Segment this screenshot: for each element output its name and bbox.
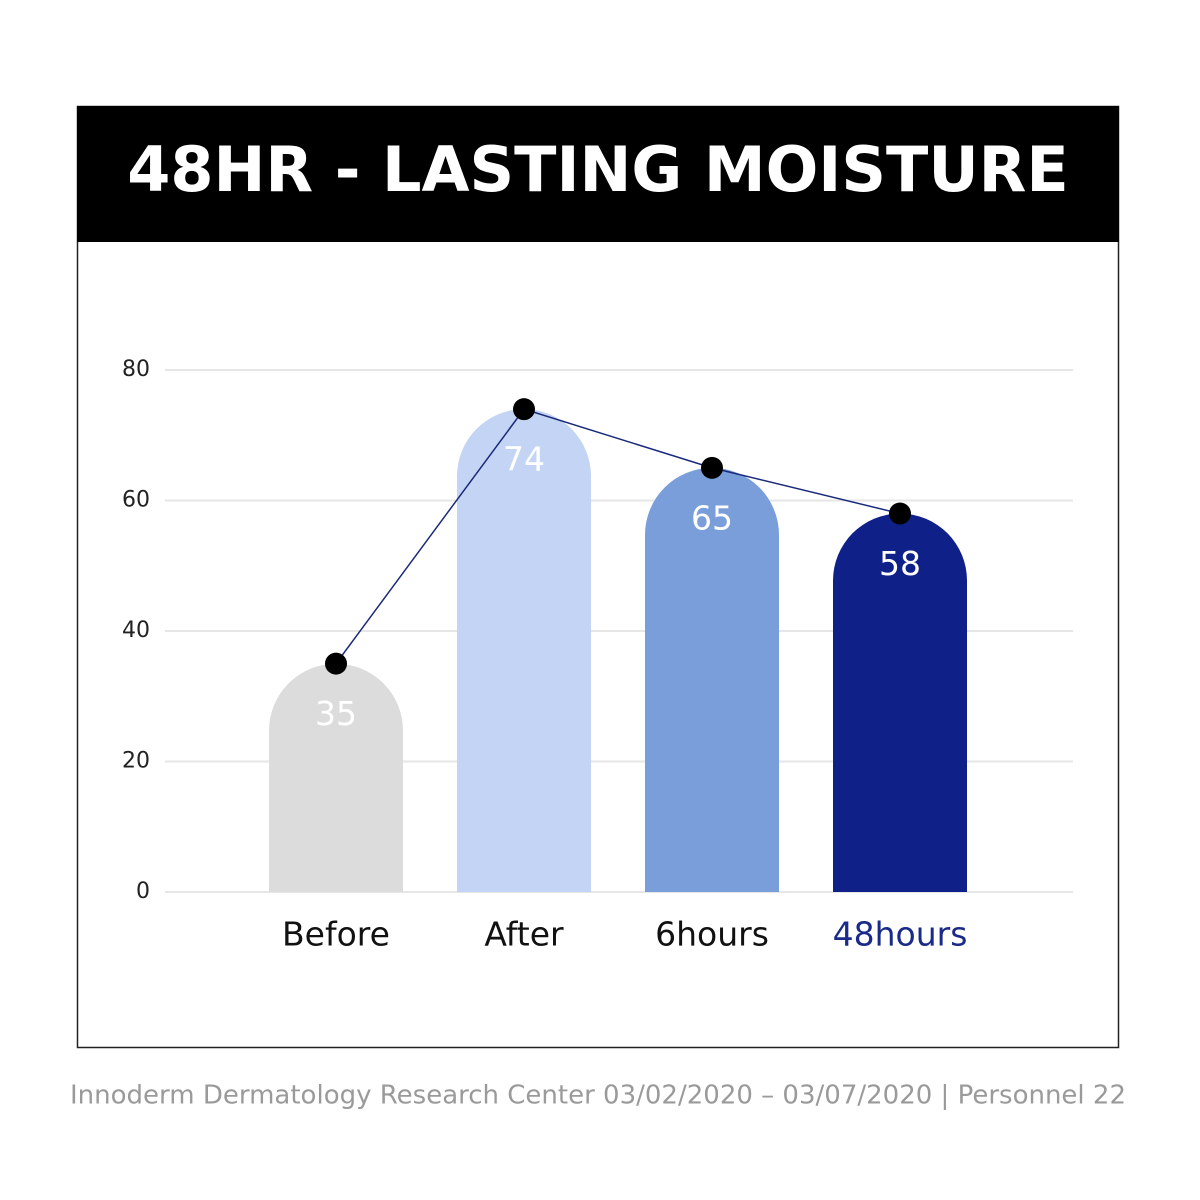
bar	[645, 467, 779, 892]
title-banner	[77, 106, 1119, 242]
bar	[269, 663, 403, 892]
y-tick-label: 20	[122, 749, 150, 774]
y-tick-label: 60	[122, 488, 150, 513]
trend-point	[701, 456, 723, 479]
source-note: Innoderm Dermatology Research Center 03/…	[70, 1081, 1126, 1111]
trend-point	[513, 398, 535, 421]
y-tick-label: 0	[136, 879, 150, 904]
x-tick-label: 6hours	[655, 915, 769, 954]
data-label: 58	[879, 544, 921, 583]
x-tick-label: Before	[282, 915, 390, 954]
data-label: 65	[691, 498, 733, 537]
trend-line	[335, 408, 901, 665]
trend-point	[889, 502, 911, 525]
data-label: 35	[315, 694, 357, 733]
trend-point	[325, 652, 347, 675]
x-tick-label: 48hours	[833, 915, 968, 954]
chart-title: 48HR - LASTING MOISTURE	[127, 133, 1069, 206]
bar	[457, 409, 591, 892]
x-tick-label: After	[484, 915, 564, 954]
data-label: 74	[503, 440, 545, 479]
y-tick-label: 80	[122, 357, 150, 382]
bar	[833, 513, 967, 892]
y-tick-label: 40	[122, 618, 150, 643]
